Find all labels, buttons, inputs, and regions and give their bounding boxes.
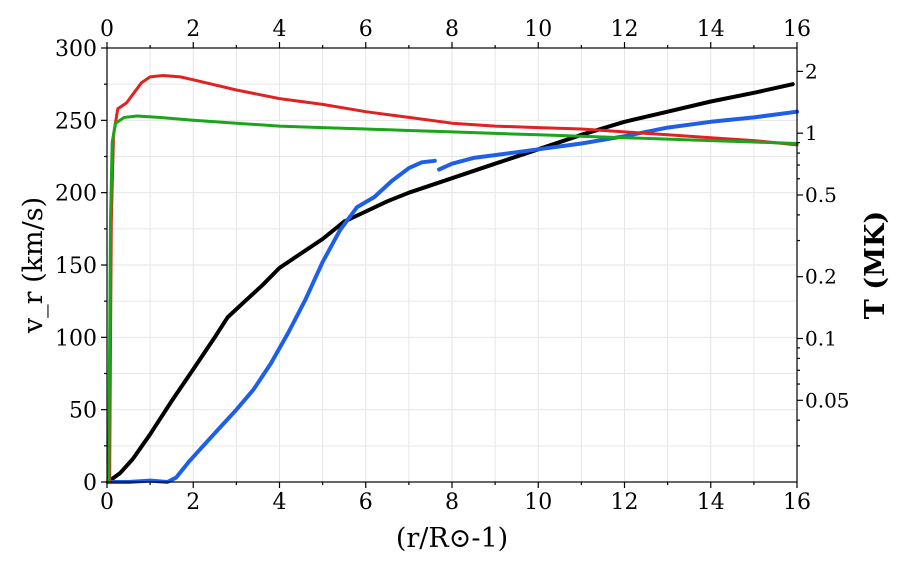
top-x-tick-label: 6 bbox=[359, 17, 373, 42]
y2-axis-title: T (MK) bbox=[860, 211, 891, 319]
x-tick-label: 2 bbox=[186, 490, 200, 515]
y2-tick-label: 0.2 bbox=[805, 265, 837, 289]
grid-lines bbox=[107, 48, 797, 482]
top-x-tick-label: 16 bbox=[783, 17, 811, 42]
x-tick-label: 8 bbox=[445, 490, 459, 515]
series-line-1 bbox=[105, 82, 795, 484]
top-x-tick-label: 10 bbox=[524, 17, 552, 42]
y2-tick-label: 0.1 bbox=[805, 326, 837, 350]
y-axis-title: v_r (km/s) bbox=[18, 197, 49, 334]
y2-tick-label: 0.5 bbox=[805, 183, 837, 207]
top-x-tick-label: 12 bbox=[611, 17, 639, 42]
x-tick-label: 6 bbox=[359, 490, 373, 515]
top-x-tick-label: 4 bbox=[273, 17, 287, 42]
y-tick-label: 50 bbox=[69, 399, 97, 424]
y-tick-label: 150 bbox=[55, 254, 97, 279]
series-line-2 bbox=[437, 109, 799, 172]
series-layer bbox=[105, 74, 799, 484]
top-x-tick-label: 0 bbox=[100, 17, 114, 42]
top-x-tick-label: 2 bbox=[186, 17, 200, 42]
y2-tick-label: 2 bbox=[805, 59, 818, 83]
y-tick-label: 250 bbox=[55, 109, 97, 134]
x-tick-label: 4 bbox=[273, 490, 287, 515]
y-tick-label: 100 bbox=[55, 326, 97, 351]
y-tick-label: 200 bbox=[55, 182, 97, 207]
x-tick-label: 14 bbox=[697, 490, 725, 515]
axis-ticks: 0 2 4 6 8 10 12 14 160 2 4 6 8 10 12 14 1605010015020025… bbox=[55, 17, 850, 515]
series-line-2 bbox=[107, 158, 437, 484]
series-line-3 bbox=[108, 74, 799, 484]
x-tick-label: 12 bbox=[611, 490, 639, 515]
y-tick-label: 300 bbox=[55, 37, 97, 62]
x-tick-label: 0 bbox=[100, 490, 114, 515]
y2-tick-label: 1 bbox=[805, 121, 818, 145]
series-line-4 bbox=[107, 114, 799, 484]
x-tick-label: 16 bbox=[783, 490, 811, 515]
y-tick-label: 0 bbox=[83, 471, 97, 496]
x-axis-title: (r/R⊙-1) bbox=[396, 523, 508, 554]
top-x-tick-label: 8 bbox=[445, 17, 459, 42]
top-x-tick-label: 14 bbox=[697, 17, 725, 42]
x-tick-label: 10 bbox=[524, 490, 552, 515]
y2-tick-label: 0.05 bbox=[805, 388, 850, 412]
